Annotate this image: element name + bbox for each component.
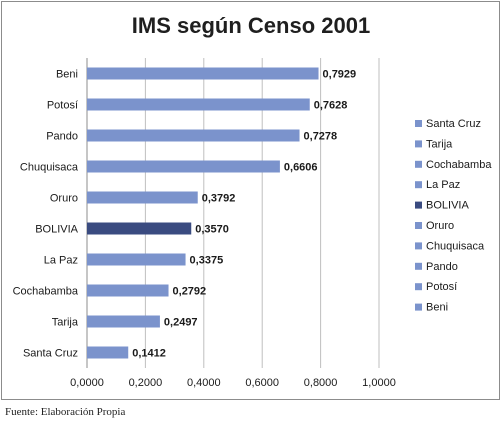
bar [87,129,300,142]
legend-label: Cochabamba [426,159,492,171]
legend-swatch [415,283,422,291]
value-label: 0,2792 [173,286,207,298]
x-tick-label: 0,0000 [70,377,104,389]
legend-label: Tarija [426,138,453,150]
legend-label: Oruro [426,220,454,232]
legend-label: Santa Cruz [426,118,481,130]
legend-swatch [415,120,422,127]
legend-swatch [415,140,422,148]
value-label: 0,3792 [202,193,236,205]
bar [87,222,192,235]
legend-label: Beni [426,302,448,314]
category-label: Tarija [52,317,79,329]
value-label: 0,1412 [132,348,166,360]
category-label: Cochabamba [13,286,79,298]
x-tick-label: 0,4000 [187,377,221,389]
category-label: La Paz [44,255,78,267]
legend-swatch [415,201,422,209]
value-label: 0,7929 [323,69,357,81]
value-label: 0,7278 [304,131,338,143]
bar [87,191,198,204]
category-label: Chuquisaca [20,162,79,174]
bar [87,346,129,359]
value-label: 0,3375 [190,255,224,267]
category-label: Pando [46,131,78,143]
chart-title: IMS según Censo 2001 [132,13,370,38]
legend-label: Pando [426,261,458,273]
value-label: 0,3570 [195,224,229,236]
legend-swatch [415,242,422,250]
category-label: Santa Cruz [23,348,78,360]
bar [87,315,160,328]
category-label: Oruro [50,193,78,205]
chart-svg: IMS según Censo 2001 0,0000 0,2000 0,4000 0,… [13,13,493,389]
category-label: BOLIVIA [35,224,78,236]
legend-label: La Paz [426,179,460,191]
bar [87,253,186,266]
legend-swatch [415,222,422,229]
x-tick-label: 0,2000 [129,377,163,389]
value-label: 0,7628 [314,100,348,112]
category-label: Potosí [47,100,78,112]
category-label: Beni [56,69,78,81]
bar [87,67,319,80]
bar [87,284,169,297]
legend-swatch [415,181,422,189]
legend-swatch [415,160,422,168]
bar [87,98,310,111]
value-label: 0,6606 [284,162,318,174]
x-tick-label: 1,0000 [362,377,396,389]
x-tick-label: 0,6000 [245,377,279,389]
legend-swatch [415,303,422,311]
legend-label: BOLIVIA [426,200,469,212]
source-note: Fuente: Elaboración Propia [5,406,126,418]
value-label: 0,2497 [164,317,198,329]
x-tick-label: 0,8000 [304,377,338,389]
legend-label: Potosí [426,281,457,293]
bar [87,160,280,173]
legend-label: Chuquisaca [426,240,485,252]
legend-swatch [415,262,422,270]
